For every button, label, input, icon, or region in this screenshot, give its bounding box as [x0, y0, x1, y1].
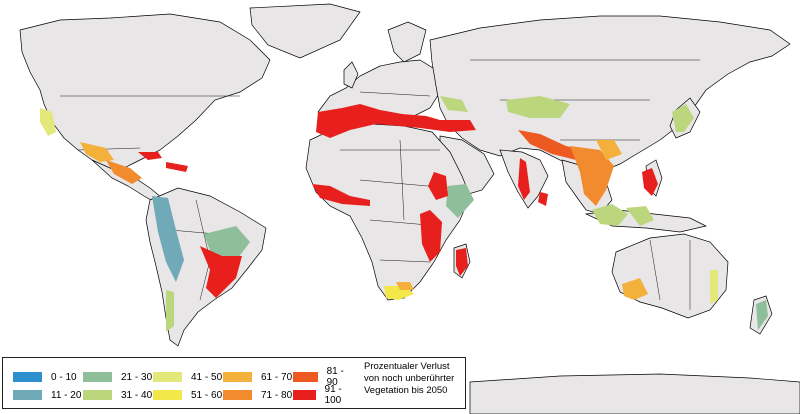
hotspot-chile	[166, 290, 174, 332]
legend-label: 11 - 20	[51, 389, 82, 401]
legend-swatch	[223, 390, 252, 400]
hotspot-madagascar	[456, 248, 468, 276]
legend-label: 41 - 50	[191, 371, 223, 383]
hotspot-ethiopia	[428, 172, 448, 200]
legend-swatch	[13, 390, 42, 400]
africa	[305, 123, 471, 301]
hotspot-wallacea	[626, 206, 654, 226]
legend-item-11-20: 11 - 20	[13, 388, 81, 402]
legend-item-81-90: 81 - 90	[293, 366, 353, 388]
hotspot-east-africa	[420, 210, 442, 262]
legend-swatch	[13, 372, 42, 382]
legend-title-line-3: Vegetation bis 2050	[364, 385, 448, 396]
legend-item-71-80: 71 - 80	[223, 388, 292, 402]
hotspot-california	[40, 108, 56, 136]
hotspot-caucasus	[440, 96, 468, 112]
hotspot-cape-2	[396, 282, 414, 290]
legend-title-line-1: Prozentualer Verlust	[364, 361, 450, 372]
north-america	[19, 13, 271, 171]
legend-item-51-60: 51 - 60	[153, 388, 222, 402]
legend-label: 91 - 100	[324, 384, 342, 406]
hotspot-e-australia	[710, 270, 718, 304]
hotspot-ghats	[518, 158, 530, 200]
map-legend: 0 - 10 11 - 20 21 - 30 31 - 40 41 - 50 5…	[2, 357, 466, 409]
uk-ireland	[343, 61, 359, 89]
hotspot-mexico-south	[106, 160, 142, 184]
legend-label: 0 - 10	[51, 371, 77, 383]
hotspot-caribbean-2	[166, 162, 188, 172]
scandinavia	[387, 21, 427, 63]
antarctica	[469, 373, 800, 414]
legend-item-41-50: 41 - 50	[153, 370, 222, 384]
legend-label: 61 - 70	[261, 371, 293, 383]
hotspot-west-africa	[312, 184, 370, 206]
landmasses	[19, 3, 800, 414]
hotspot-sri-lanka	[538, 192, 548, 206]
greenland	[249, 3, 361, 59]
legend-swatch	[293, 372, 318, 382]
legend-items: 0 - 10 11 - 20 21 - 30 31 - 40 41 - 50 5…	[13, 366, 353, 406]
hotspot-japan	[672, 104, 694, 132]
legend-label: 21 - 30	[121, 371, 153, 383]
hotspot-south-china	[596, 140, 622, 160]
hotspot-cerrado-green	[204, 226, 250, 262]
hotspot-atlantic-forest	[200, 246, 242, 298]
hotspot-mediterranean	[316, 104, 476, 138]
legend-swatch	[223, 372, 252, 382]
country-borders	[60, 59, 700, 310]
legend-label: 31 - 40	[121, 389, 153, 401]
legend-title-line-2: von noch unberührter	[364, 373, 455, 384]
legend-swatch	[153, 372, 182, 382]
legend-label: 81 - 90	[326, 366, 344, 388]
legend-title: Prozentualer Verlust von noch unberührte…	[364, 361, 464, 397]
hotspot-philippines	[642, 168, 658, 196]
hotspot-caribbean	[138, 152, 162, 160]
hotspot-sw-australia	[622, 278, 648, 300]
asia	[429, 15, 791, 173]
legend-swatch	[83, 390, 112, 400]
legend-item-0-10: 0 - 10	[13, 370, 77, 384]
legend-item-91-100: 91 - 100	[293, 384, 353, 406]
hotspot-new-zealand	[756, 300, 768, 330]
legend-label: 51 - 60	[191, 389, 223, 401]
legend-swatch	[153, 390, 182, 400]
legend-swatch	[293, 390, 316, 400]
legend-swatch	[83, 372, 112, 382]
legend-item-21-30: 21 - 30	[83, 370, 152, 384]
legend-item-31-40: 31 - 40	[83, 388, 152, 402]
hotspot-sundaland	[592, 204, 628, 226]
hotspot-andes	[152, 196, 184, 282]
legend-item-61-70: 61 - 70	[223, 370, 292, 384]
hotspot-horn-africa	[446, 184, 474, 218]
legend-label: 71 - 80	[261, 389, 293, 401]
hotspot-central-asia	[506, 96, 570, 118]
hotspot-mexico-west	[80, 142, 114, 162]
hotspots	[40, 96, 768, 332]
hotspot-himalaya	[518, 130, 584, 160]
hotspot-indo-burma	[570, 146, 614, 206]
